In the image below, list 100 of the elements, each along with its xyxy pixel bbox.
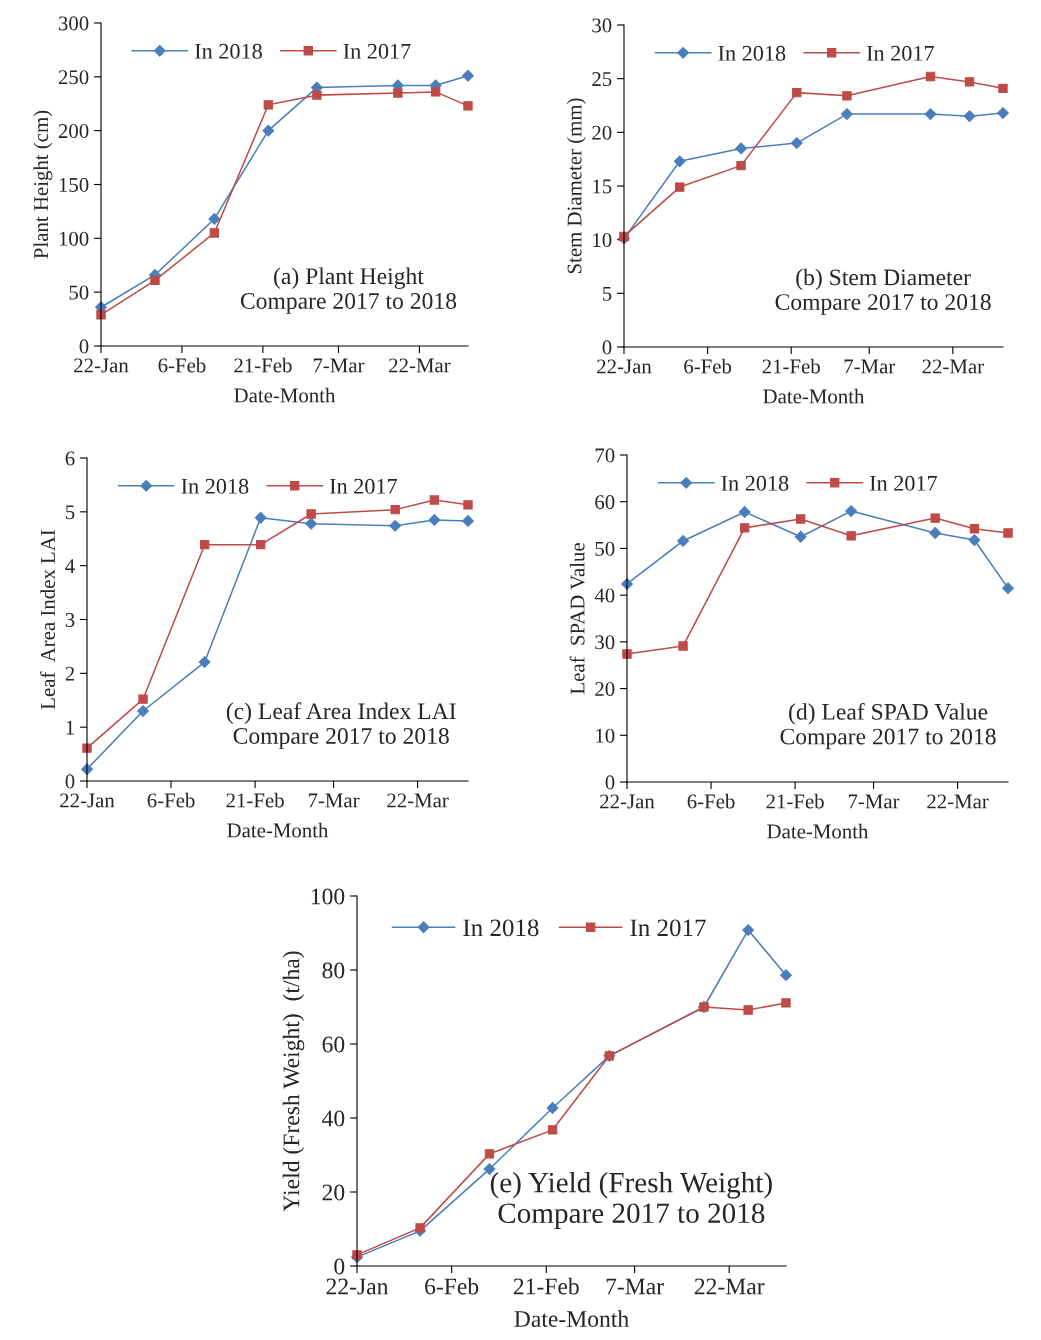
point [924,108,937,121]
point [739,523,750,533]
y-tick-label: 2 [65,666,75,681]
x-tick-label: 7-Mar [848,794,900,809]
x-axis-title: Date-Month [767,823,869,839]
point [742,924,755,936]
point [198,656,211,668]
point [997,107,1009,119]
point [780,969,792,982]
y-axis-title: Yield (Fresh Weight) (t/ha) [282,951,305,1212]
y-axis-title: Leaf SPAD Value [569,543,585,694]
point [1002,582,1014,595]
x-tick-label: 21-Feb [513,1277,579,1295]
x-tick-label: 22-Jan [597,359,652,374]
y-tick-label: 60 [322,1036,345,1053]
point [430,87,441,97]
x-tick-label: 22-Mar [922,359,984,374]
point [925,71,936,82]
point [463,500,473,510]
point [209,228,220,238]
y-tick-label: 25 [592,72,612,87]
point [263,100,273,110]
x-tick-label: 22-Jan [74,358,129,373]
y-tick-label: 10 [596,728,615,743]
y-tick-label: 6 [65,451,75,466]
point [1003,528,1013,538]
y-tick-label: 150 [59,177,89,192]
legend-label: In 2017 [329,478,398,494]
x-tick-label: 7-Mar [308,793,360,808]
x-tick-label: 21-Feb [762,358,820,374]
y-tick-label: 3 [65,612,75,627]
x-tick-label: 22-Mar [694,1278,765,1295]
y-tick-label: 20 [595,681,615,696]
point [998,83,1008,94]
point [743,1005,753,1015]
y-tick-label: 80 [322,962,345,979]
y-tick-label: 40 [594,588,615,603]
point [964,77,975,87]
point [150,275,160,286]
point [790,137,803,149]
legend-label: In 2018 [718,45,786,61]
point [622,649,632,659]
y-tick-label: 250 [58,70,89,85]
point [463,101,473,111]
y-tick-label: 5 [65,505,75,520]
y-tick-label: 30 [595,635,615,650]
x-tick-label: 7-Mar [844,359,896,374]
annotation: (b) Stem Diameter Compare 2017 to 2018 [775,268,991,315]
y-tick-label: 30 [592,18,612,33]
y-tick-label: 200 [58,124,89,139]
point [677,535,689,547]
legend-label: In 2018 [195,43,262,59]
x-axis-title: Date-Month [763,388,865,404]
y-tick-label: 1 [66,720,74,735]
legend-label: In 2018 [181,478,249,494]
x-tick-label: 6-Feb [687,793,735,809]
y-tick-label: 60 [595,495,615,510]
y-tick-label: 10 [593,233,612,248]
y-tick-label: 50 [595,541,615,556]
point [736,160,746,171]
x-tick-label: 6-Feb [158,357,206,373]
x-tick-label: 6-Feb [425,1277,479,1295]
point [781,998,791,1008]
legend-label: In 2018 [721,475,789,491]
annotation: (e) Yield (Fresh Weight) Compare 2017 to 2018 [490,1171,772,1229]
y-tick-label: 0 [65,774,75,789]
point [845,505,858,517]
point [735,142,747,155]
x-axis-title: Date-Month [514,1310,629,1327]
legend-label: In 2018 [463,919,539,937]
y-tick-label: 0 [334,1258,345,1275]
y-tick-label: 4 [65,559,75,573]
point [673,155,686,168]
point [930,513,940,523]
x-tick-label: 22-Jan [60,793,115,808]
point [82,743,92,753]
point [462,69,474,82]
x-tick-label: 22-Mar [389,358,451,373]
point [138,694,148,704]
y-tick-label: 40 [322,1110,345,1127]
point [137,705,149,717]
y-tick-label: 20 [322,1184,345,1201]
point [428,513,441,526]
y-tick-label: 300 [58,16,89,31]
point [963,110,976,123]
point [389,519,402,532]
y-tick-label: 0 [79,339,89,354]
x-tick-label: 22-Mar [927,794,989,809]
x-tick-label: 22-Jan [600,794,655,809]
point [968,534,981,546]
y-tick-label: 15 [593,179,612,194]
y-tick-label: 100 [59,231,89,246]
x-tick-label: 21-Feb [226,792,284,808]
x-tick-label: 7-Mar [313,358,365,373]
point [969,524,980,534]
x-tick-label: 22-Jan [326,1278,389,1295]
point [390,504,400,515]
point [393,88,403,98]
point [305,517,318,530]
y-tick-label: 70 [595,448,615,463]
